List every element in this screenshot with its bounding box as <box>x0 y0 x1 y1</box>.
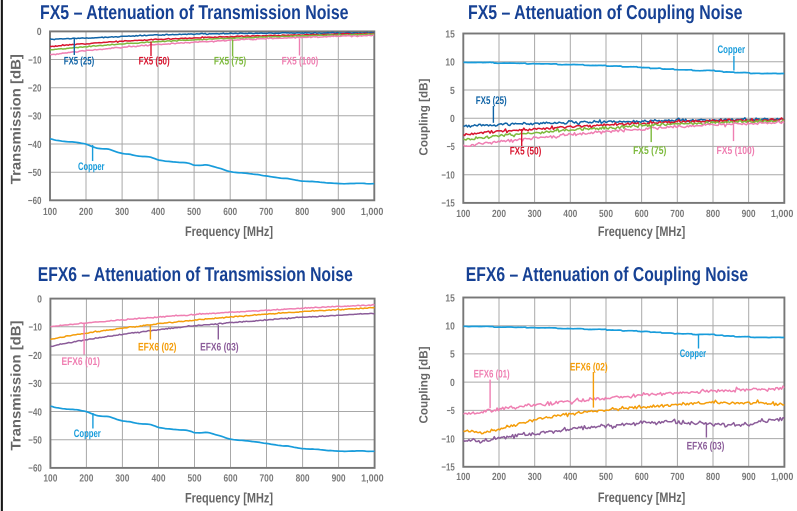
svg-text:Copper: Copper <box>680 348 707 360</box>
svg-text:900: 900 <box>332 474 346 485</box>
svg-text:−15: −15 <box>441 199 455 210</box>
svg-text:−5: −5 <box>447 406 455 417</box>
svg-text:−60: −60 <box>28 196 42 207</box>
svg-text:5: 5 <box>450 350 455 361</box>
svg-text:0: 0 <box>450 114 455 125</box>
svg-text:100: 100 <box>456 472 470 483</box>
svg-text:15: 15 <box>445 29 455 40</box>
svg-text:Frequency [MHz]: Frequency [MHz] <box>185 224 273 239</box>
svg-text:FX5 (50): FX5 (50) <box>510 146 542 158</box>
svg-text:500: 500 <box>188 474 202 485</box>
svg-text:1,000: 1,000 <box>771 209 794 220</box>
svg-text:600: 600 <box>223 207 237 218</box>
svg-text:400: 400 <box>563 472 577 483</box>
svg-text:200: 200 <box>492 209 506 220</box>
svg-text:Transmission [dB]: Transmission [dB] <box>8 54 24 184</box>
svg-text:800: 800 <box>295 207 309 218</box>
svg-text:−30: −30 <box>28 379 42 390</box>
svg-text:700: 700 <box>670 209 684 220</box>
svg-text:FX5 (25): FX5 (25) <box>64 56 95 68</box>
svg-text:FX5 (75): FX5 (75) <box>633 145 666 157</box>
svg-text:600: 600 <box>635 472 649 483</box>
svg-text:200: 200 <box>79 207 93 218</box>
svg-text:400: 400 <box>152 474 166 485</box>
svg-text:400: 400 <box>151 207 165 218</box>
svg-text:700: 700 <box>670 472 684 483</box>
svg-text:1,000: 1,000 <box>361 474 384 485</box>
svg-text:Transmission [dB]: Transmission [dB] <box>8 321 24 451</box>
svg-text:600: 600 <box>224 474 238 485</box>
svg-text:EFX6 (01): EFX6 (01) <box>62 356 101 368</box>
svg-text:−10: −10 <box>441 171 455 182</box>
svg-text:−5: −5 <box>447 142 455 153</box>
svg-text:900: 900 <box>742 472 756 483</box>
svg-text:700: 700 <box>259 207 273 218</box>
svg-text:−20: −20 <box>28 84 42 95</box>
svg-text:1,000: 1,000 <box>361 207 384 218</box>
svg-text:EFX6 (03): EFX6 (03) <box>687 441 725 453</box>
svg-text:−30: −30 <box>28 112 42 123</box>
svg-text:−50: −50 <box>28 436 42 447</box>
svg-text:10: 10 <box>445 322 455 333</box>
svg-text:FX5 (50): FX5 (50) <box>139 55 170 67</box>
svg-text:Coupling [dB]: Coupling [dB] <box>417 347 431 424</box>
svg-text:600: 600 <box>635 209 649 220</box>
svg-text:EFX6 (03): EFX6 (03) <box>200 341 239 353</box>
svg-text:EFX6 (02): EFX6 (02) <box>570 361 608 373</box>
svg-text:FX5 (25): FX5 (25) <box>476 95 507 107</box>
svg-text:−60: −60 <box>28 464 42 475</box>
svg-text:800: 800 <box>706 209 720 220</box>
svg-text:Copper: Copper <box>78 161 105 173</box>
svg-text:100: 100 <box>43 207 57 218</box>
svg-text:FX5 (100): FX5 (100) <box>282 55 319 67</box>
svg-text:EFX6 – Attenuation of Transmis: EFX6 – Attenuation of Transmission Noise <box>38 264 353 286</box>
svg-text:1,000: 1,000 <box>771 472 794 483</box>
svg-text:Frequency [MHz]: Frequency [MHz] <box>185 491 273 506</box>
svg-text:EFX6 – Attenuation of Coupling: EFX6 – Attenuation of Coupling Noise <box>466 264 748 286</box>
svg-text:100: 100 <box>43 474 57 485</box>
svg-text:EFX6 (02): EFX6 (02) <box>138 341 177 353</box>
svg-text:−20: −20 <box>28 351 42 362</box>
svg-text:Coupling [dB]: Coupling [dB] <box>417 79 431 156</box>
svg-text:−15: −15 <box>441 463 455 474</box>
svg-text:400: 400 <box>563 209 577 220</box>
svg-text:200: 200 <box>79 474 93 485</box>
svg-text:800: 800 <box>296 474 310 485</box>
svg-text:500: 500 <box>599 472 613 483</box>
svg-text:0: 0 <box>37 27 42 38</box>
svg-text:800: 800 <box>706 472 720 483</box>
svg-text:300: 300 <box>115 474 129 485</box>
svg-text:FX5 – Attenuation of Coupling: FX5 – Attenuation of Coupling Noise <box>468 2 743 24</box>
svg-text:−50: −50 <box>28 168 42 179</box>
svg-text:300: 300 <box>528 472 542 483</box>
svg-text:EFX6 (01): EFX6 (01) <box>474 368 510 380</box>
svg-text:700: 700 <box>260 474 274 485</box>
svg-text:900: 900 <box>331 207 345 218</box>
svg-text:0: 0 <box>450 378 455 389</box>
svg-text:300: 300 <box>528 209 542 220</box>
svg-text:−10: −10 <box>28 55 42 66</box>
svg-text:Copper: Copper <box>74 428 102 440</box>
svg-text:Copper: Copper <box>718 44 746 56</box>
svg-text:0: 0 <box>37 294 42 305</box>
svg-text:500: 500 <box>187 207 201 218</box>
svg-text:−10: −10 <box>441 434 455 445</box>
svg-text:200: 200 <box>492 472 506 483</box>
svg-text:100: 100 <box>456 209 470 220</box>
svg-text:−10: −10 <box>29 323 43 334</box>
svg-text:FX5 – Attenuation of Transmiss: FX5 – Attenuation of Transmission Noise <box>40 2 349 24</box>
svg-text:15: 15 <box>445 293 455 304</box>
svg-text:500: 500 <box>599 209 613 220</box>
svg-text:Frequency [MHz]: Frequency [MHz] <box>598 490 685 505</box>
svg-text:FX5 (100): FX5 (100) <box>717 145 755 157</box>
svg-text:10: 10 <box>445 58 455 69</box>
svg-text:FX5 (75): FX5 (75) <box>214 55 247 67</box>
svg-text:300: 300 <box>115 207 129 218</box>
svg-text:−40: −40 <box>28 407 42 418</box>
svg-text:−40: −40 <box>28 140 42 151</box>
svg-text:900: 900 <box>742 209 756 220</box>
svg-text:5: 5 <box>450 86 455 97</box>
svg-text:Frequency [MHz]: Frequency [MHz] <box>598 224 685 239</box>
